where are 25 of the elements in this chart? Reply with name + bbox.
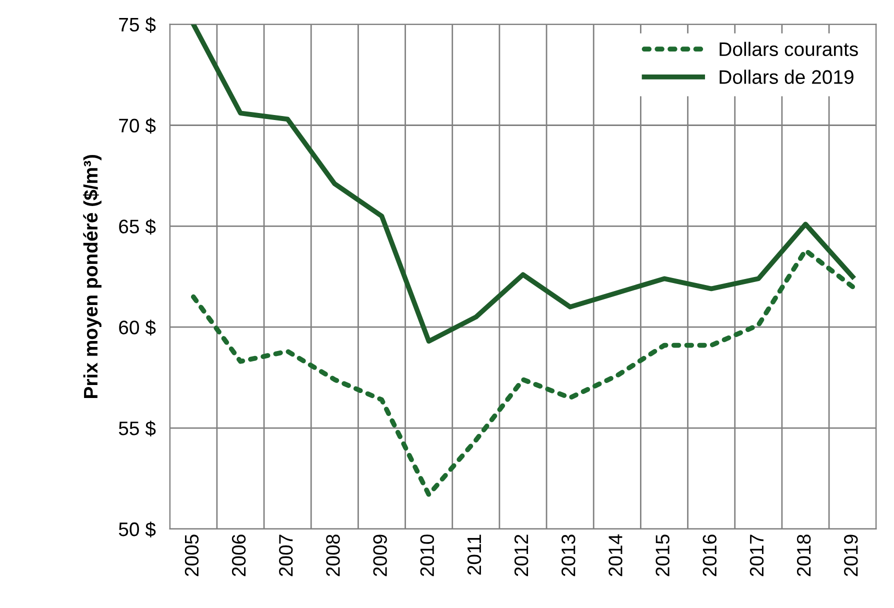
- x-tick-label: 2014: [608, 534, 622, 576]
- y-tick-label: 70 $: [119, 118, 156, 134]
- x-tick-label: 2008: [326, 534, 340, 576]
- x-tick-label: 2006: [232, 534, 246, 576]
- x-tick-label: 2013: [562, 534, 576, 576]
- line-series: [190, 248, 856, 498]
- legend-label: Dollars courants: [720, 42, 858, 56]
- y-tick-label: 60 $: [119, 320, 156, 336]
- y-tick-label: 50 $: [118, 522, 156, 538]
- x-tick-label: 2010: [420, 534, 434, 576]
- x-tick-label: 2011: [467, 534, 482, 575]
- x-tick-label: 2017: [750, 534, 764, 576]
- x-tick-label: 2009: [373, 534, 387, 576]
- x-tick-label: 2015: [656, 534, 670, 576]
- y-axis-title: Prix moyen pondéré ($/m³): [83, 154, 102, 398]
- x-tick-label: 2018: [796, 534, 811, 576]
- x-tick-label: 2005: [184, 534, 199, 576]
- legend-label: Dollars de 2019: [720, 70, 854, 84]
- x-tick-label: 2012: [514, 534, 528, 576]
- y-tick-label: 75 $: [119, 16, 156, 33]
- y-tick-label: 65 $: [119, 218, 156, 235]
- x-tick-label: 2007: [279, 534, 293, 576]
- y-tick-label: 55 $: [118, 420, 156, 436]
- x-tick-label: 2016: [702, 534, 717, 576]
- x-tick-label: 2019: [844, 534, 858, 576]
